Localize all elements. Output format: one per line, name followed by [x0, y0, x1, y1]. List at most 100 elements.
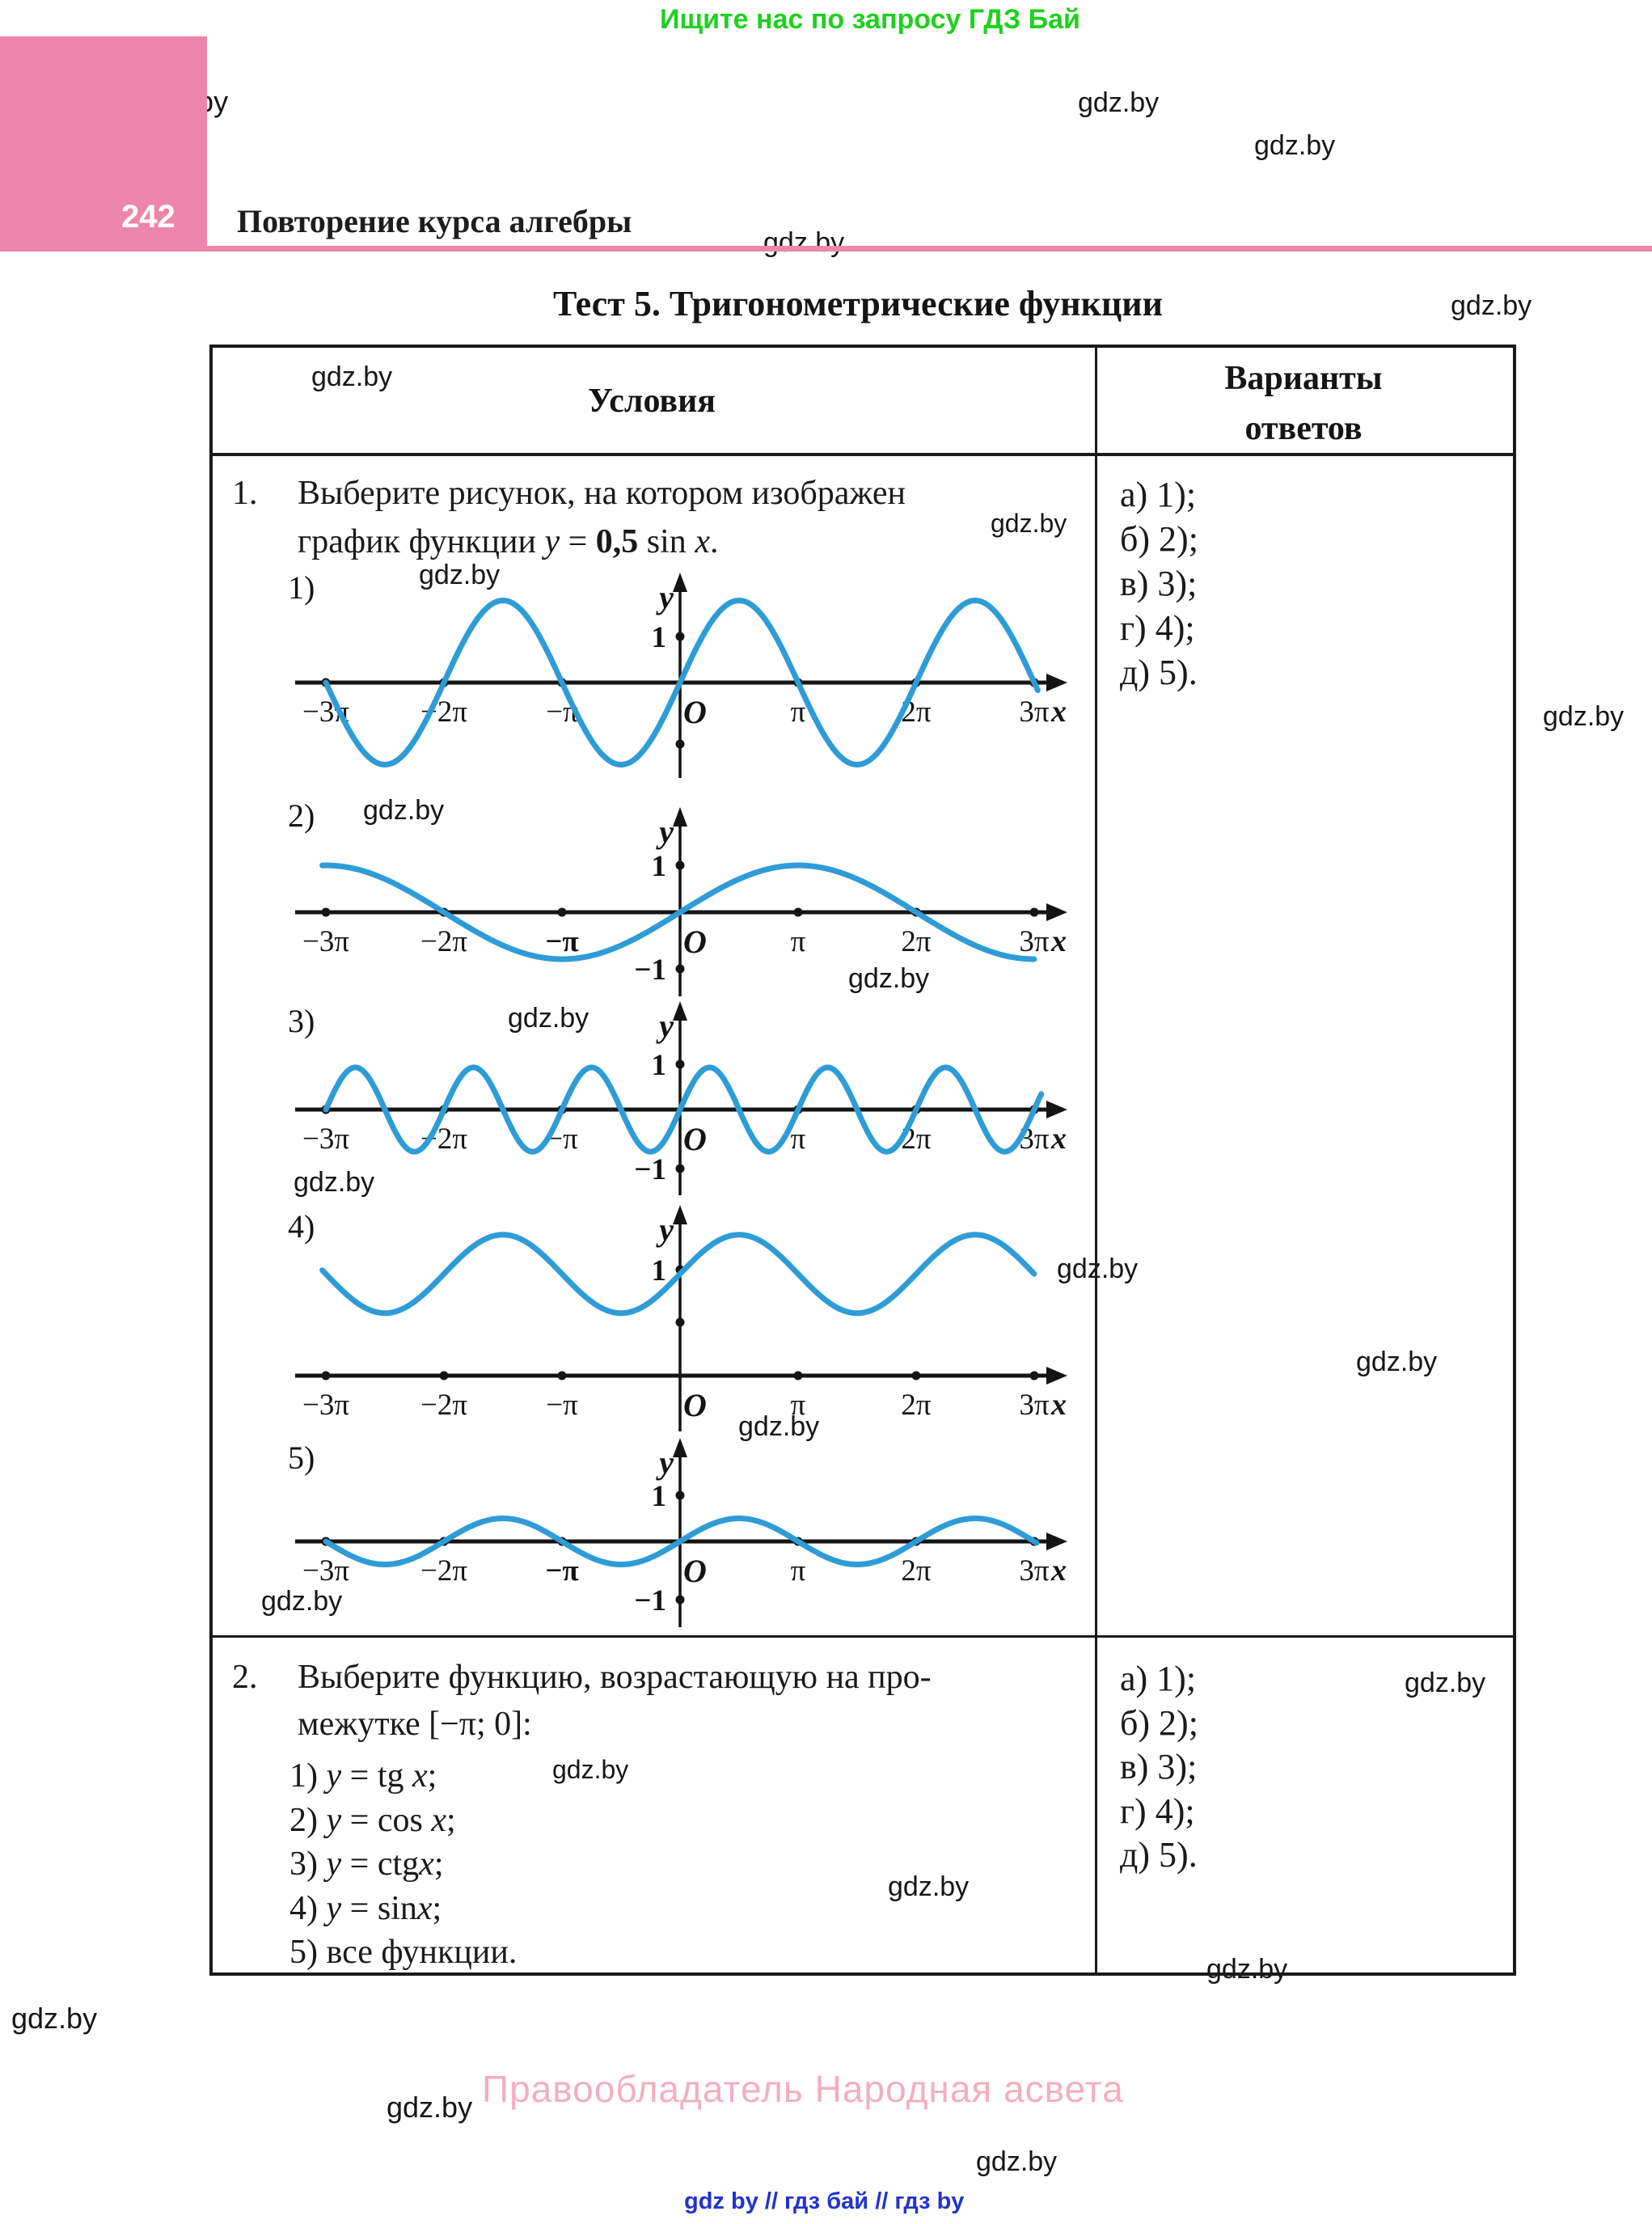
text-segment: = cos	[341, 1801, 432, 1839]
y-one-label: 1	[652, 621, 667, 654]
page-title: Тест 5. Тригонометрические функции	[553, 284, 1163, 323]
page-number: 242	[121, 199, 175, 235]
axis-tick-dot	[321, 1371, 331, 1380]
y-axis-arrow	[673, 807, 687, 827]
y-one-label: 1	[652, 1049, 667, 1082]
axis-tick-label: −3π	[302, 925, 349, 958]
q2-text-line2: межутке [−π; 0]:	[298, 1705, 532, 1744]
text-segment: x	[695, 523, 710, 560]
y-extra-dot	[675, 739, 685, 749]
graph-number-label: 2)	[288, 797, 315, 834]
axis-tick-label: π	[791, 1389, 806, 1422]
q1-text-line2: график функции y = 0,5 sin x.	[298, 522, 718, 561]
text-segment: y	[326, 1889, 342, 1927]
axis-tick-dot	[557, 907, 567, 917]
column-header-answers-line1: Варианты	[1224, 360, 1383, 397]
x-axis-arrow	[1046, 1101, 1067, 1118]
axis-tick-label: π	[791, 925, 806, 958]
graph-number-label: 4)	[288, 1208, 315, 1245]
gdz-watermark: gdz.by	[508, 1003, 589, 1034]
y-one-dot	[675, 860, 685, 870]
axis-tick-label: −π	[545, 925, 578, 958]
y-axis-arrow	[673, 1001, 687, 1021]
gdz-watermark: gdz.by	[311, 362, 393, 392]
gdz-watermark: gdz.by	[1057, 1254, 1139, 1284]
text-segment: x	[431, 1801, 446, 1839]
x-axis-arrow	[1046, 1367, 1067, 1385]
axis-tick-label: π	[791, 1123, 806, 1156]
text-segment: = tg	[341, 1757, 413, 1795]
axis-tick-label: −π	[546, 1389, 578, 1422]
y-axis-label: y	[656, 1008, 674, 1044]
gdz-watermark: gdz.by	[11, 2002, 98, 2035]
axis-tick-label: −2π	[420, 925, 467, 958]
gdz-watermark: gdz.by	[1356, 1347, 1438, 1377]
sine-curve	[319, 862, 1037, 962]
q2-answer-option: б) 2);	[1120, 1702, 1198, 1743]
gdz-watermark: gdz.by	[1451, 290, 1532, 321]
origin-label: O	[683, 924, 707, 960]
y-neg-one-dot	[675, 1595, 685, 1605]
test-table	[209, 345, 1516, 1976]
text-segment: межутке [−π; 0]:	[298, 1706, 532, 1743]
x-axis-arrow	[1046, 903, 1067, 921]
text-segment: y	[326, 1801, 342, 1839]
q2-number: 2.	[232, 1659, 258, 1696]
y-one-label: 1	[652, 1480, 667, 1513]
graph-2: −3π −2π −π π 2π 3π 1 −1 O x y 2)	[288, 797, 1067, 996]
text-segment: 3)	[289, 1846, 327, 1883]
axis-tick-label: 3π	[1019, 1389, 1050, 1422]
axis-tick-dot	[793, 1371, 803, 1380]
axis-tick-label: −3π	[302, 1554, 349, 1588]
x-axis-label: x	[1050, 1388, 1067, 1422]
axis-tick-label: 3π	[1019, 696, 1050, 729]
gdz-watermark: gdz.by	[991, 509, 1067, 538]
column-header-conditions: Условия	[587, 383, 716, 420]
gdz-watermark: gdz.by	[1078, 87, 1160, 118]
q1-answer-option: д) 5).	[1120, 653, 1198, 692]
axis-tick-label: π	[791, 1554, 806, 1588]
gdz-watermark: gdz.by	[763, 227, 845, 258]
y-axis-label: y	[656, 1444, 674, 1481]
q2-answer-option: г) 4);	[1120, 1791, 1195, 1831]
y-one-label: 1	[652, 850, 667, 883]
gdz-watermark: gdz.by	[976, 2146, 1058, 2177]
q2-answer-option: а) 1);	[1120, 1659, 1197, 1698]
gdz-watermark: gdz.by	[738, 1411, 820, 1442]
gdz-watermark: gdz.by	[888, 1871, 970, 1902]
text-segment: y	[326, 1757, 342, 1795]
text-segment: x	[419, 1846, 434, 1883]
axis-tick-label: −3π	[302, 1389, 349, 1422]
gdz-watermark: gdz.by	[848, 963, 930, 994]
gdz-watermark: gdz.by	[294, 1167, 375, 1198]
y-axis-arrow	[673, 1438, 687, 1457]
text-segment: = sin	[341, 1889, 417, 1927]
q2-function-option: 2) y = cos x;	[289, 1801, 456, 1840]
axis-tick-label: −π	[545, 1554, 578, 1588]
origin-label: O	[683, 1553, 707, 1589]
page-number-badge	[0, 36, 207, 252]
text-segment: .	[709, 523, 719, 560]
axis-tick-label: −2π	[420, 1389, 467, 1422]
text-segment: =	[560, 523, 596, 560]
gdz-watermark: gdz.by	[552, 1755, 629, 1784]
gdz-watermark: gdz.by	[1543, 701, 1625, 732]
q2-answer-option: в) 3);	[1120, 1747, 1198, 1786]
promo-banner: Ищите нас по запросу ГДЗ Бай	[660, 4, 1080, 35]
x-axis-arrow	[1046, 674, 1067, 691]
axis-tick-dot	[1029, 1371, 1039, 1380]
text-segment: = ctg	[341, 1846, 420, 1883]
axis-tick-label: 2π	[901, 925, 932, 958]
footer-links[interactable]: gdz by // гдз бай // гдз by	[684, 2188, 965, 2214]
text-segment: ;	[433, 1846, 444, 1883]
header-divider	[213, 453, 1513, 456]
axis-tick-label: 3π	[1019, 925, 1050, 958]
x-axis-arrow	[1046, 1533, 1067, 1550]
axis-tick-dot	[911, 1371, 921, 1380]
graph-5: −3π −2π −π π 2π 3π 1 −1 O x y 5)	[288, 1438, 1067, 1627]
graph-4: −3π −2π −π π 2π 3π 1 O x y 4)	[288, 1205, 1067, 1431]
x-axis-label: x	[1050, 924, 1067, 958]
graph-number-label: 5)	[288, 1440, 315, 1476]
gdz-watermark: gdz.by	[1254, 130, 1336, 161]
column-header-answers-line2: ответов	[1244, 410, 1363, 447]
